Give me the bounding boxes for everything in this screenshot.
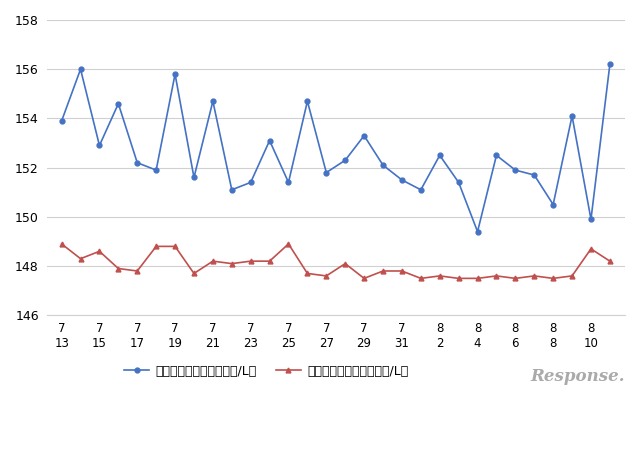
レギュラー看板価格（円/L） xyxy=(228,187,236,192)
レギュラー実売価格（円/L） xyxy=(323,273,330,278)
レギュラー実売価格（円/L） xyxy=(247,258,255,264)
レギュラー看板価格（円/L） xyxy=(568,113,576,119)
レギュラー看板価格（円/L） xyxy=(398,177,406,183)
レギュラー実売価格（円/L） xyxy=(417,276,425,281)
レギュラー看板価格（円/L） xyxy=(493,153,500,158)
レギュラー看板価格（円/L） xyxy=(58,118,65,124)
レギュラー実売価格（円/L） xyxy=(341,261,349,267)
レギュラー看板価格（円/L） xyxy=(152,167,160,173)
レギュラー看板価格（円/L） xyxy=(379,163,387,168)
レギュラー看板価格（円/L） xyxy=(606,61,614,67)
レギュラー実売価格（円/L） xyxy=(77,256,84,262)
レギュラー看板価格（円/L） xyxy=(360,133,368,138)
レギュラー実売価格（円/L） xyxy=(455,276,463,281)
Line: レギュラー実売価格（円/L）: レギュラー実売価格（円/L） xyxy=(60,241,612,281)
レギュラー実売価格（円/L） xyxy=(285,241,292,247)
レギュラー看板価格（円/L） xyxy=(285,180,292,185)
レギュラー看板価格（円/L） xyxy=(303,98,311,104)
レギュラー看板価格（円/L） xyxy=(323,170,330,175)
レギュラー看板価格（円/L） xyxy=(172,71,179,77)
レギュラー実売価格（円/L） xyxy=(398,268,406,274)
レギュラー看板価格（円/L） xyxy=(190,175,198,180)
レギュラー実売価格（円/L） xyxy=(474,276,481,281)
レギュラー看板価格（円/L） xyxy=(115,101,122,106)
レギュラー実売価格（円/L） xyxy=(436,273,444,278)
レギュラー看板価格（円/L） xyxy=(95,143,103,148)
Legend: レギュラー看板価格（円/L）, レギュラー実売価格（円/L）: レギュラー看板価格（円/L）, レギュラー実売価格（円/L） xyxy=(120,360,413,383)
レギュラー実売価格（円/L） xyxy=(58,241,65,247)
レギュラー実売価格（円/L） xyxy=(152,244,160,249)
レギュラー看板価格（円/L） xyxy=(266,138,273,143)
レギュラー看板価格（円/L） xyxy=(247,180,255,185)
レギュラー看板価格（円/L） xyxy=(511,167,519,173)
レギュラー看板価格（円/L） xyxy=(436,153,444,158)
レギュラー看板価格（円/L） xyxy=(77,66,84,72)
レギュラー実売価格（円/L） xyxy=(115,266,122,271)
レギュラー実売価格（円/L） xyxy=(190,271,198,276)
レギュラー看板価格（円/L） xyxy=(587,217,595,222)
レギュラー看板価格（円/L） xyxy=(549,202,557,207)
レギュラー実売価格（円/L） xyxy=(606,258,614,264)
レギュラー実売価格（円/L） xyxy=(379,268,387,274)
レギュラー実売価格（円/L） xyxy=(266,258,273,264)
レギュラー実売価格（円/L） xyxy=(568,273,576,278)
レギュラー実売価格（円/L） xyxy=(209,258,217,264)
Text: Response.: Response. xyxy=(531,368,625,386)
レギュラー実売価格（円/L） xyxy=(172,244,179,249)
Line: レギュラー看板価格（円/L）: レギュラー看板価格（円/L） xyxy=(60,62,612,234)
レギュラー看板価格（円/L） xyxy=(133,160,141,165)
レギュラー実売価格（円/L） xyxy=(360,276,368,281)
レギュラー実売価格（円/L） xyxy=(549,276,557,281)
レギュラー看板価格（円/L） xyxy=(474,229,481,234)
レギュラー看板価格（円/L） xyxy=(341,158,349,163)
レギュラー実売価格（円/L） xyxy=(511,276,519,281)
レギュラー実売価格（円/L） xyxy=(493,273,500,278)
レギュラー看板価格（円/L） xyxy=(209,98,217,104)
レギュラー実売価格（円/L） xyxy=(303,271,311,276)
レギュラー看板価格（円/L） xyxy=(455,180,463,185)
レギュラー実売価格（円/L） xyxy=(531,273,538,278)
レギュラー実売価格（円/L） xyxy=(587,246,595,251)
レギュラー実売価格（円/L） xyxy=(228,261,236,267)
レギュラー看板価格（円/L） xyxy=(417,187,425,192)
レギュラー実売価格（円/L） xyxy=(95,249,103,254)
レギュラー実売価格（円/L） xyxy=(133,268,141,274)
レギュラー看板価格（円/L） xyxy=(531,172,538,178)
